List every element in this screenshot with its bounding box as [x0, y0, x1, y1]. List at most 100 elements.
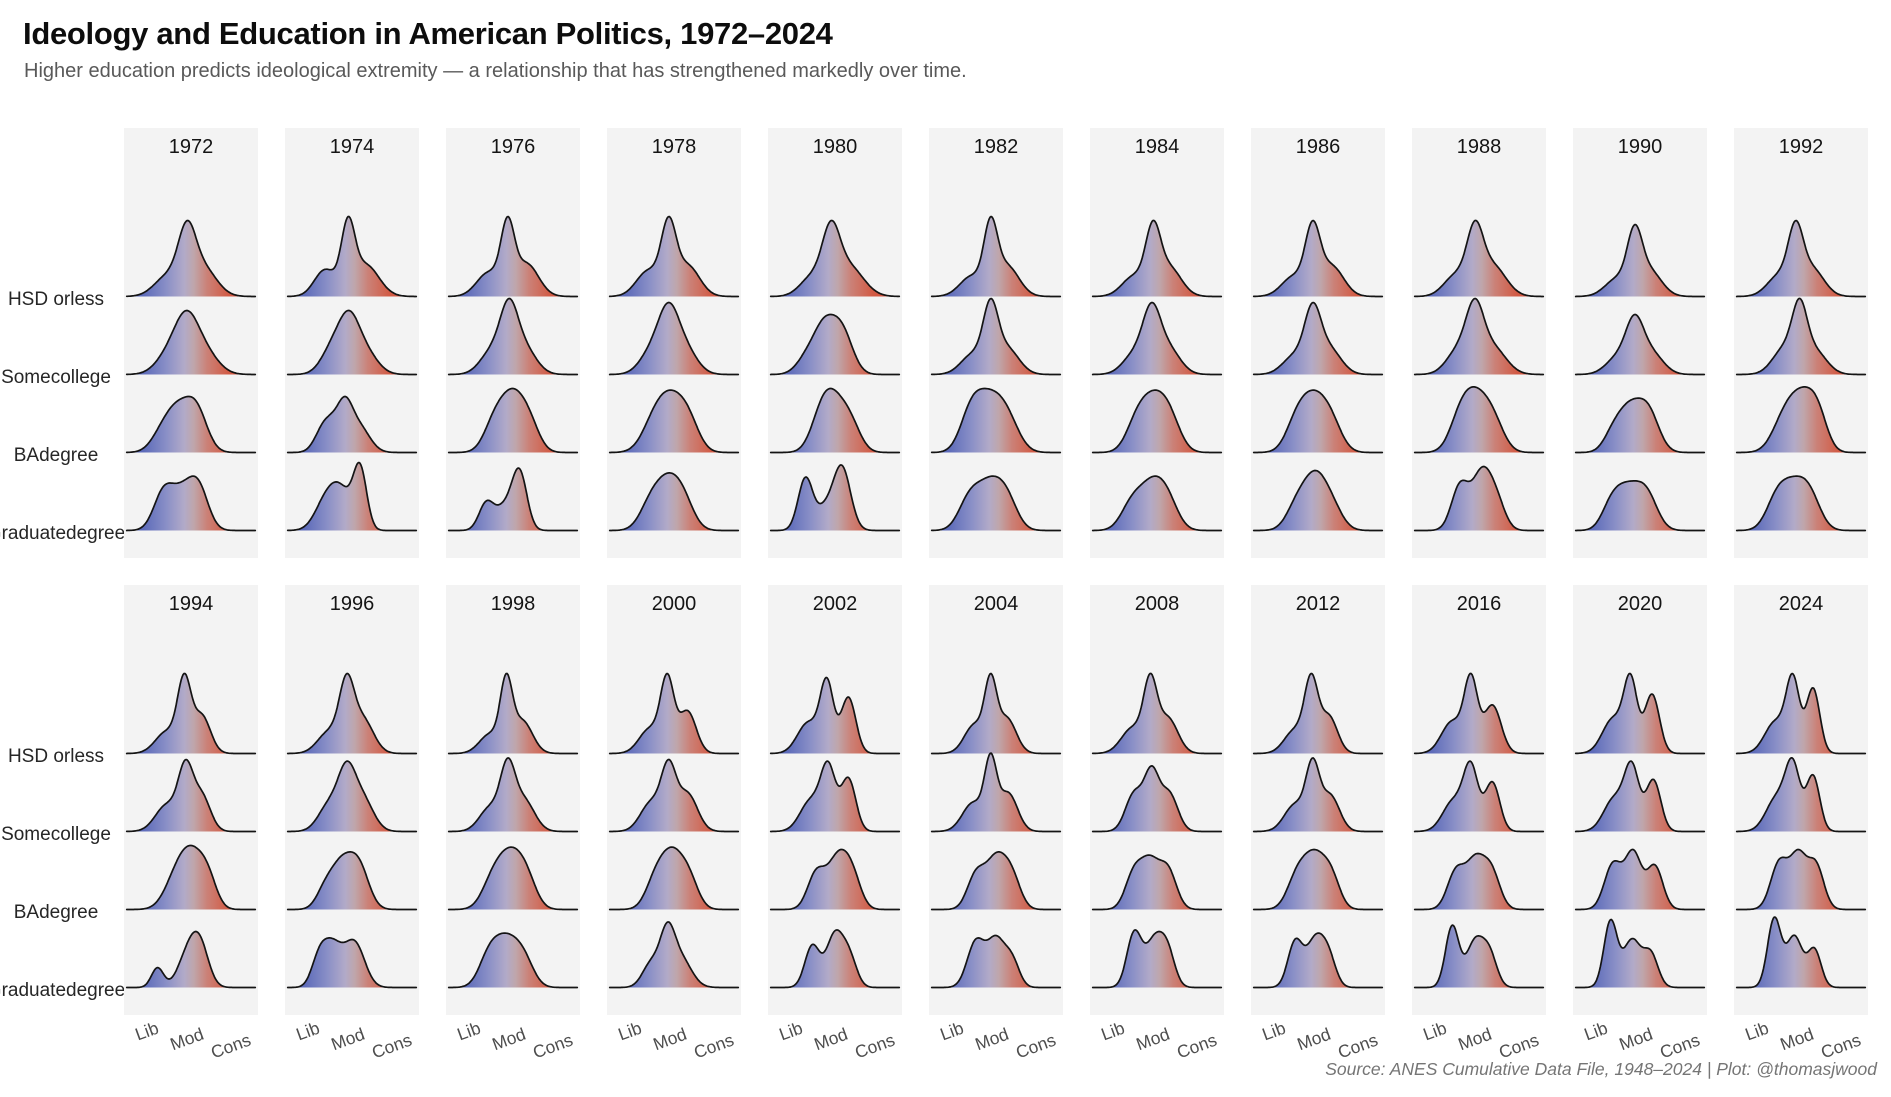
density-plot-1996-row3	[285, 889, 419, 989]
density-plot-1982-row3	[929, 432, 1063, 532]
density-plot-1992-row3	[1734, 432, 1868, 532]
year-label: 2002	[812, 593, 858, 615]
education-row-label: HSD or less	[7, 288, 105, 310]
density-plot-1972-row2	[124, 354, 258, 454]
density-plot-2020-row2	[1573, 811, 1707, 911]
density-plot-1982-row1	[929, 276, 1063, 376]
density-plot-2008-row3	[1090, 889, 1224, 989]
density-plot-2000-row3	[607, 889, 741, 989]
density-plot-1988-row0	[1412, 198, 1546, 298]
year-panel-1990: 1990	[1573, 128, 1707, 558]
year-label: 1976	[490, 136, 536, 158]
density-plot-2012-row2	[1251, 811, 1385, 911]
year-panel-1994: 1994	[124, 585, 258, 1015]
chart-subtitle: Higher education predicts ideological ex…	[24, 60, 967, 82]
density-plot-2020-row3	[1573, 889, 1707, 989]
density-plot-2020-row0	[1573, 655, 1707, 755]
density-plot-2002-row1	[768, 733, 902, 833]
year-panel-2004: 2004	[929, 585, 1063, 1015]
year-label: 1980	[812, 136, 858, 158]
density-plot-2012-row3	[1251, 889, 1385, 989]
density-plot-1974-row2	[285, 354, 419, 454]
education-row-label: Graduatedegree	[0, 522, 126, 544]
density-plot-2016-row0	[1412, 655, 1546, 755]
density-plot-2012-row0	[1251, 655, 1385, 755]
density-plot-1980-row1	[768, 276, 902, 376]
x-axis-tick-row: Lib Mod Cons	[607, 1018, 741, 1071]
x-axis-tick-row: Lib Mod Cons	[446, 1018, 580, 1071]
density-plot-1980-row2	[768, 354, 902, 454]
education-row-label: Some college	[1, 823, 111, 845]
density-plot-1976-row1	[446, 276, 580, 376]
density-plot-2004-row1	[929, 733, 1063, 833]
density-plot-2012-row1	[1251, 733, 1385, 833]
x-axis-tick-row: Lib Mod Cons	[285, 1018, 419, 1071]
year-label: 1992	[1778, 136, 1824, 158]
density-plot-2008-row2	[1090, 811, 1224, 911]
year-label: 2004	[973, 593, 1019, 615]
density-plot-1998-row2	[446, 811, 580, 911]
year-panel-2016: 2016	[1412, 585, 1546, 1015]
year-label: 2000	[651, 593, 697, 615]
density-plot-1982-row2	[929, 354, 1063, 454]
density-plot-1984-row1	[1090, 276, 1224, 376]
year-panel-2020: 2020	[1573, 585, 1707, 1015]
density-plot-1994-row1	[124, 733, 258, 833]
year-label: 2008	[1134, 593, 1180, 615]
year-panel-1982: 1982	[929, 128, 1063, 558]
year-panel-2000: 2000	[607, 585, 741, 1015]
density-plot-2002-row3	[768, 889, 902, 989]
x-axis-tick-row: Lib Mod Cons	[768, 1018, 902, 1071]
year-label: 1982	[973, 136, 1019, 158]
education-row-label: BA degree	[13, 444, 99, 466]
density-plot-2024-row1	[1734, 733, 1868, 833]
density-plot-2004-row0	[929, 655, 1063, 755]
density-plot-1976-row0	[446, 198, 580, 298]
source-caption: Source: ANES Cumulative Data File, 1948–…	[1325, 1059, 1877, 1079]
density-plot-1978-row3	[607, 432, 741, 532]
year-label: 2012	[1295, 593, 1341, 615]
year-label: 2020	[1617, 593, 1663, 615]
density-plot-1984-row2	[1090, 354, 1224, 454]
x-tick-label-cons: Cons	[530, 1029, 576, 1063]
density-plot-1996-row2	[285, 811, 419, 911]
density-plot-1986-row2	[1251, 354, 1385, 454]
density-plot-1994-row2	[124, 811, 258, 911]
year-label: 1996	[329, 593, 375, 615]
density-plot-1986-row1	[1251, 276, 1385, 376]
density-plot-1972-row0	[124, 198, 258, 298]
density-plot-2024-row2	[1734, 811, 1868, 911]
density-plot-1986-row0	[1251, 198, 1385, 298]
density-plot-1974-row3	[285, 432, 419, 532]
density-plot-2008-row1	[1090, 733, 1224, 833]
density-plot-1978-row2	[607, 354, 741, 454]
density-plot-1990-row2	[1573, 354, 1707, 454]
density-plot-1992-row0	[1734, 198, 1868, 298]
density-plot-1978-row0	[607, 198, 741, 298]
chart-title: Ideology and Education in American Polit…	[23, 16, 833, 51]
density-plot-1982-row0	[929, 198, 1063, 298]
density-plot-2024-row0	[1734, 655, 1868, 755]
x-tick-label-cons: Cons	[208, 1029, 254, 1063]
density-plot-2020-row1	[1573, 733, 1707, 833]
education-row-label: BA degree	[13, 901, 99, 923]
density-plot-1980-row3	[768, 432, 902, 532]
year-panel-2012: 2012	[1251, 585, 1385, 1015]
density-plot-1992-row1	[1734, 276, 1868, 376]
year-label: 1998	[490, 593, 536, 615]
density-plot-1972-row1	[124, 276, 258, 376]
density-plot-1990-row3	[1573, 432, 1707, 532]
density-plot-2024-row3	[1734, 889, 1868, 989]
x-tick-label-cons: Cons	[852, 1029, 898, 1063]
x-axis-tick-row: Lib Mod Cons	[1090, 1018, 1224, 1071]
density-plot-1978-row1	[607, 276, 741, 376]
year-label: 2024	[1778, 593, 1824, 615]
year-label: 1988	[1456, 136, 1502, 158]
year-label: 1990	[1617, 136, 1663, 158]
year-panel-1984: 1984	[1090, 128, 1224, 558]
year-panel-1996: 1996	[285, 585, 419, 1015]
year-panel-1978: 1978	[607, 128, 741, 558]
density-plot-1986-row3	[1251, 432, 1385, 532]
